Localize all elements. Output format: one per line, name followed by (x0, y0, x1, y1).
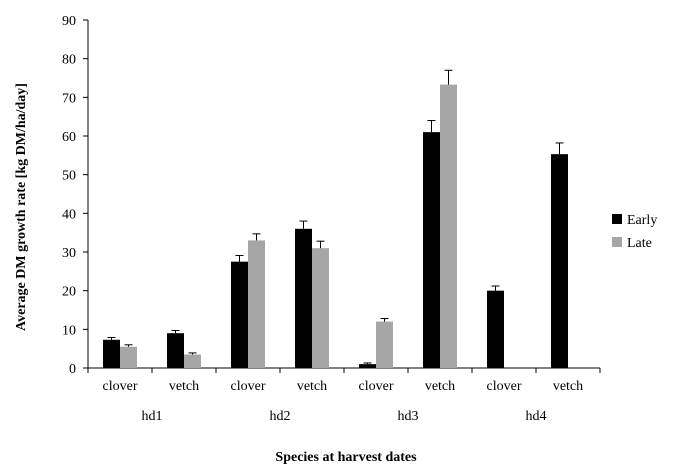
y-tick-label: 80 (62, 53, 76, 68)
x-category-label: vetch (425, 379, 455, 394)
x-category-label: clover (231, 379, 266, 394)
bar-early (103, 339, 120, 368)
legend-swatch-early (612, 214, 622, 224)
bar-late (312, 248, 329, 368)
y-axis: 0 10 20 30 40 50 60 70 80 90 (62, 14, 89, 377)
x-group-label: hd3 (398, 409, 419, 424)
legend-label-early: Early (627, 213, 657, 228)
x-group-label: hd4 (526, 409, 547, 424)
y-tick-label: 60 (62, 130, 76, 145)
bar-late (184, 354, 201, 368)
y-tick-label: 90 (62, 14, 76, 29)
x-category-label: vetch (297, 379, 327, 394)
y-tick-label: 20 (62, 285, 76, 300)
legend: Early Late (612, 213, 657, 251)
x-group-label: hd1 (142, 409, 163, 424)
legend-swatch-late (612, 237, 622, 247)
bar-early (231, 261, 248, 368)
bar-early (359, 364, 376, 368)
y-tick-label: 50 (62, 169, 76, 184)
bars (103, 69, 568, 368)
y-tick-label: 40 (62, 207, 76, 222)
y-tick-label: 0 (69, 362, 76, 377)
x-category-label: vetch (553, 379, 583, 394)
bar-early (423, 132, 440, 368)
bar-late (248, 240, 265, 368)
x-category-label: clover (359, 379, 394, 394)
y-axis-title: Average DM growth rate [kg DM/ha/day] (14, 83, 29, 331)
x-axis-title: Species at harvest dates (275, 450, 417, 465)
x-axis: clover vetch clover vetch clover vetch clover v… (87, 367, 601, 424)
bar-early (551, 154, 568, 368)
y-tick-label: 10 (62, 323, 76, 338)
x-category-label: clover (487, 379, 522, 394)
bar-late (440, 84, 457, 368)
y-tick-label: 70 (62, 91, 76, 106)
bar-late (120, 346, 137, 368)
bar-early (487, 290, 504, 368)
x-group-label: hd2 (270, 409, 291, 424)
x-category-label: vetch (169, 379, 199, 394)
bar-early (295, 228, 312, 368)
bar-early (167, 333, 184, 368)
x-category-label: clover (103, 379, 138, 394)
bar-late (376, 321, 393, 368)
y-tick-label: 30 (62, 246, 76, 261)
legend-label-late: Late (627, 236, 652, 251)
